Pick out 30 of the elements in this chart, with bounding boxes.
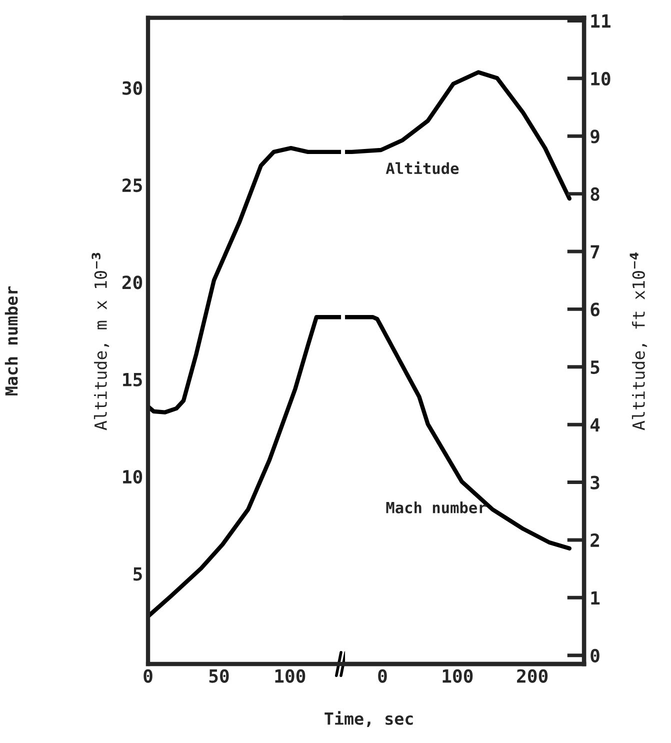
- x-tick-label: 0: [144, 669, 152, 683]
- y-tick-label: 20: [122, 276, 142, 290]
- x-tick-label: 0: [378, 669, 387, 683]
- y2-axis-title: Altitude, ft x10$^{−4}$: [630, 252, 648, 430]
- y2-tick-label: 1: [591, 591, 600, 605]
- y2-tick-label: 2: [590, 533, 599, 547]
- series-label: Altitude: [386, 161, 459, 174]
- x-tick-label: 100: [275, 669, 306, 683]
- y-axis-title: Altitude, m x 10$^{−3}$: [92, 252, 110, 430]
- y-tick-label: 25: [122, 178, 142, 192]
- series-label: Mach number: [386, 502, 486, 514]
- y-tick-label: 10: [123, 470, 142, 484]
- text: Mach number: [4, 286, 18, 396]
- x-tick-label: 100: [442, 669, 473, 683]
- y-tick-label: 15: [123, 373, 142, 386]
- y2-tick-label: 9: [590, 130, 600, 144]
- y2-tick-label: 8: [590, 187, 600, 201]
- y2-tick-label: 0: [590, 648, 600, 662]
- x-tick-label: 200: [517, 669, 548, 683]
- y2-tick-label: 7: [590, 245, 600, 258]
- y-tick-label: 30: [122, 81, 142, 95]
- y2-tick-label: 5: [590, 360, 600, 374]
- y2-tick-label: 3: [590, 476, 600, 490]
- y2-tick-label: 10: [591, 72, 610, 86]
- y2-tick-label: 4: [590, 418, 600, 432]
- y-tick-label: 5: [134, 567, 142, 581]
- y2-tick-label: 6: [590, 302, 600, 316]
- x-tick-label: 50: [209, 669, 229, 683]
- y2-tick-label: 11: [591, 14, 610, 28]
- x-axis-title: Time, sec: [324, 711, 413, 728]
